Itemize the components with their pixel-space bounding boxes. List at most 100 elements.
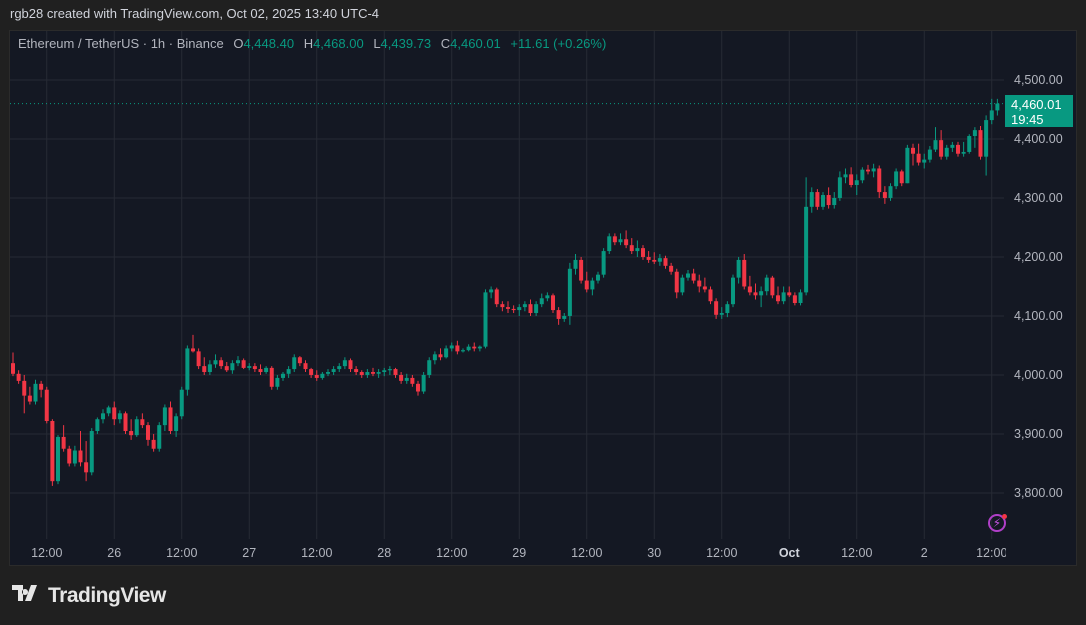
- candle-up: [736, 259, 741, 278]
- candle-up: [590, 280, 595, 290]
- candle-up: [230, 363, 235, 371]
- chart-credit: rgb28 created with TradingView.com, Oct …: [10, 6, 380, 21]
- candle-up: [33, 383, 38, 402]
- candles: [11, 98, 1000, 486]
- high-value: 4,468.00: [313, 36, 364, 51]
- candle-down: [252, 366, 257, 370]
- candle-down: [641, 248, 645, 257]
- chart-panel[interactable]: Ethereum / TetherUS · 1h · Binance O4,44…: [9, 30, 1077, 566]
- candle-up: [466, 346, 471, 351]
- candle-up: [117, 413, 122, 420]
- open-value: 4,448.40: [243, 36, 295, 51]
- time-axis[interactable]: 12:00 26 12:00 27 12:00 28 12:00 29 12:00 30 12:00…: [31, 546, 1007, 560]
- candle-up: [854, 180, 859, 185]
- tradingview-logo[interactable]: TradingView: [12, 583, 166, 609]
- candle-down: [674, 271, 679, 293]
- candle-up: [331, 369, 336, 373]
- candle-up: [995, 103, 1000, 111]
- candle-up: [798, 292, 803, 303]
- price-tick-label: 3,900.00: [1014, 427, 1063, 441]
- candle-down: [258, 369, 263, 373]
- candle-up: [922, 159, 927, 163]
- candle-down: [579, 259, 584, 281]
- symbol-title[interactable]: Ethereum / TetherUS · 1h · Binance: [18, 36, 224, 51]
- candle-down: [911, 147, 915, 154]
- candle-down: [776, 295, 780, 302]
- candle-down: [646, 256, 651, 260]
- candle-down: [410, 377, 415, 384]
- candle-down: [956, 144, 960, 154]
- candle-up: [404, 377, 409, 381]
- candle-up: [972, 130, 977, 137]
- time-tick-label: 26: [107, 546, 121, 560]
- time-tick-label: 12:00: [976, 546, 1007, 560]
- candle-down: [697, 280, 702, 287]
- candle-down: [67, 448, 72, 464]
- last-price: 4,460.01: [1011, 96, 1062, 112]
- candle-up: [933, 140, 938, 150]
- low-label: L: [373, 36, 381, 51]
- candle-down: [792, 295, 797, 303]
- candle-down: [702, 286, 707, 290]
- candle-down: [815, 192, 820, 207]
- time-tick-label: 28: [377, 546, 391, 560]
- candle-up: [522, 304, 527, 308]
- candle-up: [185, 348, 190, 390]
- price-axis[interactable]: 3,800.00 3,900.00 4,000.00 4,100.00 4,200.00…: [1014, 73, 1063, 500]
- candle-down: [309, 369, 314, 375]
- time-tick-label: 12:00: [571, 546, 602, 560]
- time-tick-label: 29: [512, 546, 526, 560]
- candle-up: [967, 136, 972, 152]
- candle-down: [612, 236, 617, 243]
- time-tick-label: 12:00: [301, 546, 332, 560]
- candlestick-chart[interactable]: 3,800.00 3,900.00 4,000.00 4,100.00 4,200.00…: [10, 31, 1077, 566]
- lightning-icon[interactable]: ⚡︎: [988, 514, 1007, 532]
- candle-down: [224, 366, 229, 371]
- candle-down: [899, 171, 904, 184]
- close-label: C: [440, 36, 451, 51]
- candle-down: [826, 195, 831, 206]
- candle-down: [146, 425, 150, 440]
- candle-up: [821, 195, 825, 207]
- candle-up: [731, 277, 735, 305]
- candle-up: [101, 413, 105, 420]
- candle-down: [747, 286, 752, 293]
- candle-up: [657, 258, 662, 262]
- candle-down: [27, 395, 32, 402]
- candle-down: [39, 383, 44, 390]
- candle-up: [719, 313, 724, 315]
- candle-up: [871, 168, 876, 172]
- candle-up: [680, 277, 685, 293]
- price-tick-label: 4,400.00: [1014, 132, 1063, 146]
- candle-up: [489, 289, 494, 293]
- time-tick-label: 12:00: [706, 546, 737, 560]
- candle-up: [320, 373, 325, 378]
- candle-up: [281, 373, 285, 378]
- candle-down: [663, 258, 668, 266]
- candle-up: [989, 110, 994, 121]
- candle-up: [421, 374, 426, 392]
- price-tick-label: 4,300.00: [1014, 191, 1063, 205]
- candle-up: [444, 348, 449, 358]
- candle-up: [860, 169, 865, 181]
- candle-up: [72, 450, 77, 464]
- candle-down: [78, 450, 83, 463]
- price-tick-label: 4,500.00: [1014, 73, 1063, 87]
- candle-down: [44, 389, 49, 421]
- time-tick-label: 30: [647, 546, 661, 560]
- candle-down: [438, 354, 443, 358]
- candle-up: [382, 370, 387, 373]
- last-price-tag: 4,460.01 19:45: [1005, 94, 1073, 127]
- candle-down: [939, 140, 944, 157]
- candle-down: [61, 436, 66, 449]
- candle-up: [461, 350, 465, 352]
- high-label: H: [303, 36, 314, 51]
- candle-down: [506, 307, 510, 309]
- candle-up: [888, 186, 893, 198]
- candle-up: [837, 177, 842, 198]
- price-tick-label: 4,200.00: [1014, 250, 1063, 264]
- candle-up: [427, 360, 432, 375]
- candle-down: [978, 130, 983, 157]
- candle-up: [207, 364, 212, 373]
- time-tick-label: 12:00: [436, 546, 467, 560]
